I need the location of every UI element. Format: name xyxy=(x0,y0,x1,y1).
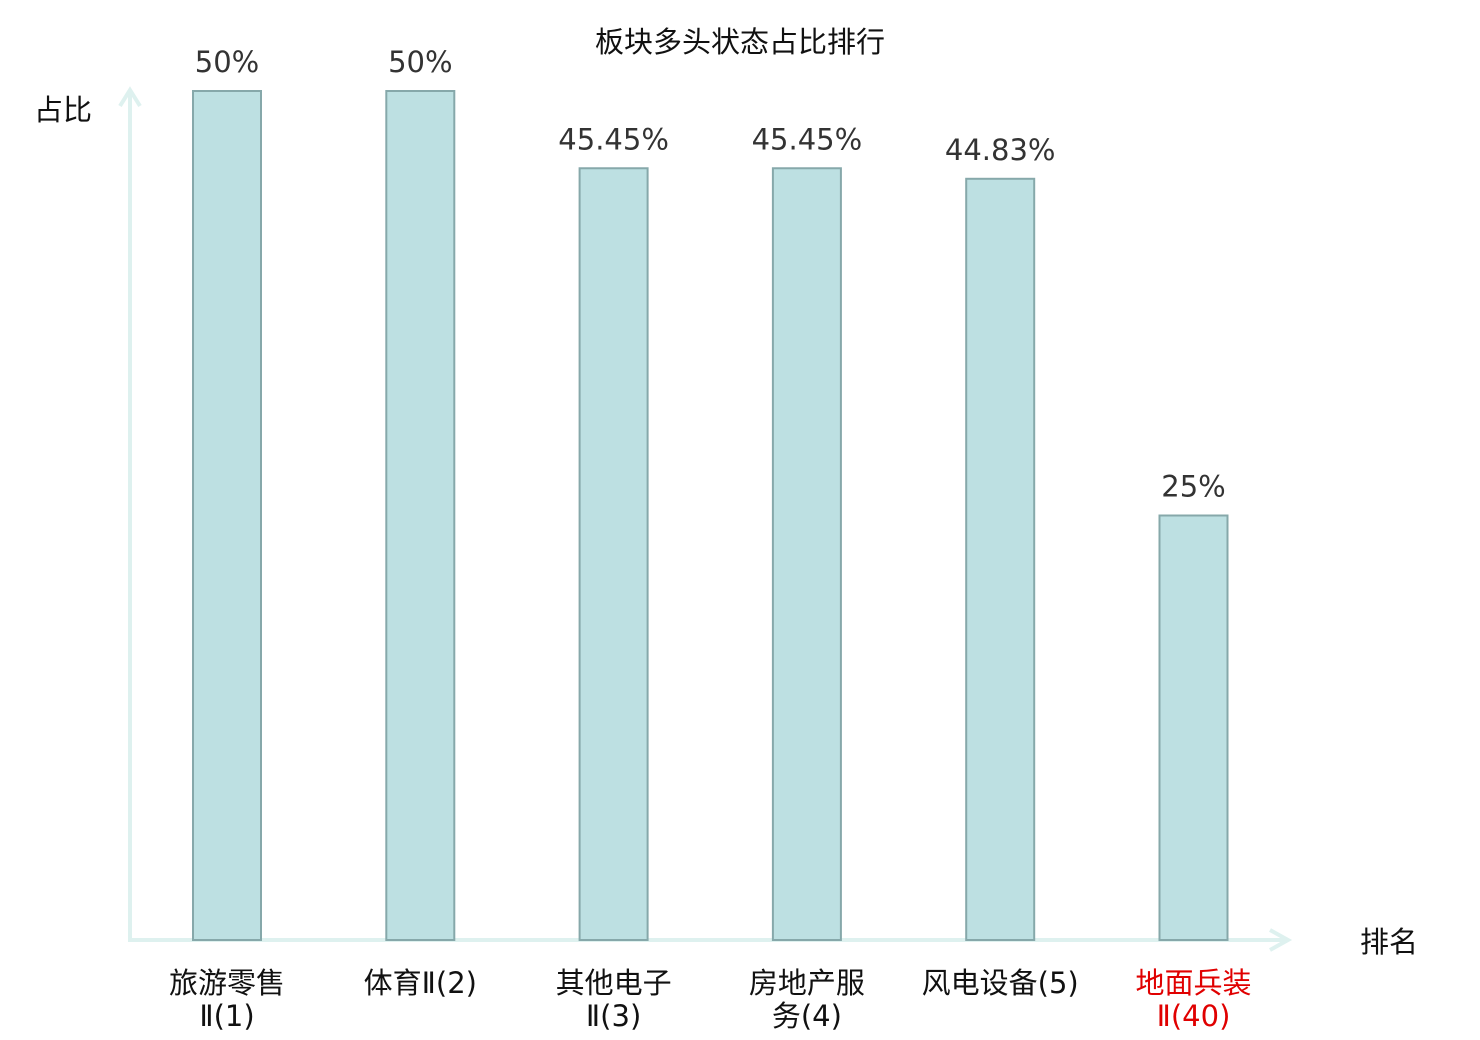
category-label: 旅游零售 xyxy=(169,966,285,1000)
category-label: 其他电子 xyxy=(556,966,672,1000)
bar xyxy=(1158,514,1229,941)
bar xyxy=(771,167,842,942)
category-label: 务(4) xyxy=(772,999,842,1033)
bar-value-label: 50% xyxy=(388,45,452,79)
x-axis-title: 排名 xyxy=(1360,925,1418,959)
x-axis-arrow xyxy=(1269,928,1293,952)
bar-series xyxy=(192,90,1229,942)
category-label: 风电设备(5) xyxy=(922,966,1079,1000)
bar-value-label: 50% xyxy=(195,45,259,79)
y-axis-arrow xyxy=(118,86,142,108)
category-label: Ⅱ(40) xyxy=(1157,999,1231,1033)
bar-value-label: 25% xyxy=(1161,470,1225,504)
category-label: Ⅱ(1) xyxy=(199,999,254,1033)
value-label-group: 50% 50% 45.45% 45.45% 44.83% 25% xyxy=(195,45,1226,504)
category-label: 体育Ⅱ(2) xyxy=(364,966,477,1000)
category-label: 房地产服 xyxy=(749,966,865,1000)
bar-value-label: 44.83% xyxy=(945,133,1056,167)
y-axis-title: 占比 xyxy=(34,93,92,127)
category-label: Ⅱ(3) xyxy=(586,999,641,1033)
bar xyxy=(385,90,456,941)
bar xyxy=(578,167,649,942)
bar-value-label: 45.45% xyxy=(558,122,669,156)
bar xyxy=(192,90,262,941)
category-label: 地面兵装 xyxy=(1135,966,1251,1000)
bar-value-label: 45.45% xyxy=(752,122,863,156)
bar xyxy=(965,177,1036,941)
chart-title: 板块多头状态占比排行 xyxy=(595,25,885,59)
